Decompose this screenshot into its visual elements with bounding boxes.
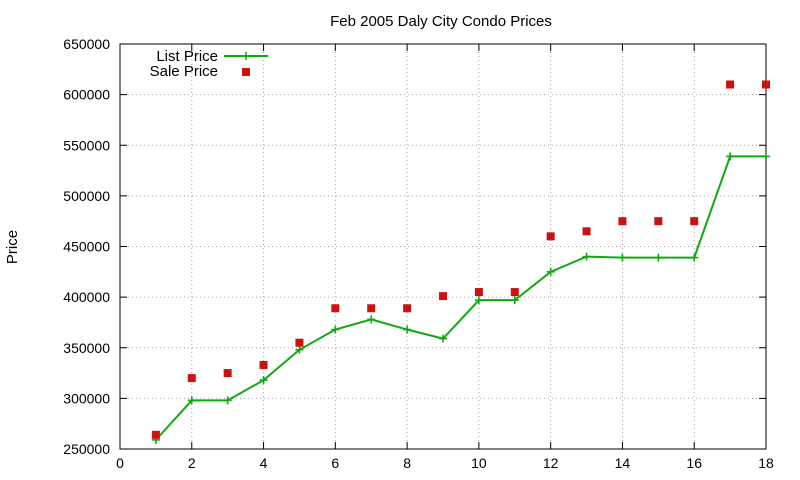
list-price-point [439,334,447,343]
sale-price-point [223,369,232,378]
sale-price-point [762,80,770,89]
y-tick-label: 650000 [63,36,110,52]
legend-label: Sale Price [150,63,218,80]
sale-price-point [546,232,555,241]
y-tick-label: 550000 [63,137,110,153]
sale-price-point [618,217,627,226]
x-tick-label: 10 [471,455,487,471]
x-tick-label: 0 [116,455,124,471]
list-price-point [618,253,627,262]
y-tick-label: 300000 [63,390,110,406]
x-tick-label: 18 [758,455,774,471]
legend-label: List Price [156,48,218,65]
y-tick-label: 600000 [63,87,110,103]
y-tick-label: 250000 [63,441,110,457]
y-tick-label: 400000 [63,289,110,305]
sale-price-point [510,288,519,297]
x-tick-label: 2 [188,455,196,471]
legend-marker-sale-price [242,68,250,76]
list-price-point [367,315,376,324]
y-tick-label: 450000 [63,239,110,255]
list-price-point [690,253,699,262]
sale-price-point [654,217,663,226]
x-tick-label: 16 [686,455,702,471]
axes: 0 2 4 6 8 10 12 14 16 18 250000 300000 350000 400000 4… [63,36,774,471]
sale-price-point [259,360,268,369]
chart-title: Feb 2005 Daly City Condo Prices [330,13,552,30]
sale-price-point [367,304,376,313]
list-price-point [762,152,770,161]
list-price-point [510,296,519,305]
sale-price-point [403,304,412,313]
list-price-point [546,267,555,276]
legend-marker-list-price [242,52,250,60]
x-tick-label: 6 [331,455,339,471]
sale-price-point [582,227,591,236]
list-price-line [155,155,766,441]
sale-price-point [726,80,735,89]
sale-price-point [331,304,340,313]
list-price-point [403,325,412,334]
sale-price-point [474,288,483,297]
plot-series [151,80,770,444]
list-price-point [726,152,735,161]
list-price-point [654,253,663,262]
list-price-point [582,252,591,261]
sale-price-point [187,374,196,383]
list-price-point [474,296,483,305]
list-price-point [187,396,196,405]
list-price-point [331,325,340,334]
y-tick-label: 500000 [63,188,110,204]
list-price-point [295,345,304,354]
grid [120,44,766,449]
sale-price-point [295,338,304,347]
x-tick-label: 8 [403,455,411,471]
sale-price-point [151,430,160,439]
x-tick-label: 4 [260,455,268,471]
sale-price-point [690,217,699,226]
x-tick-label: 14 [615,455,631,471]
y-tick-label: 350000 [63,340,110,356]
x-tick-label: 12 [543,455,559,471]
y-axis-label: Price [4,230,21,264]
list-price-point [259,376,268,385]
sale-price-point [439,292,447,301]
list-price-point [223,396,232,405]
